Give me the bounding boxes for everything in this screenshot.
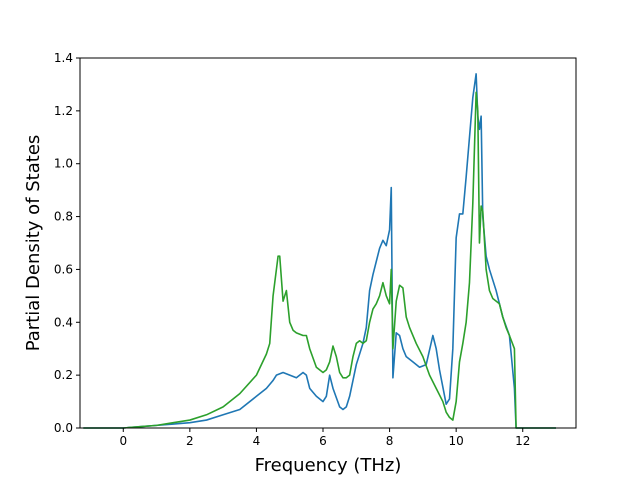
plot-frame — [79, 57, 577, 429]
x-tick-label: 2 — [186, 434, 194, 448]
x-tick-label: 12 — [515, 434, 530, 448]
y-tick-label: 0.8 — [54, 210, 73, 224]
x-tick-label: 8 — [386, 434, 394, 448]
x-axis: 0 2 4 6 8 10 12 — [119, 428, 530, 448]
y-tick-label: 0.0 — [54, 421, 73, 435]
plot-area — [80, 58, 576, 428]
x-axis-label: Frequency (THz) — [255, 455, 402, 476]
y-axis-label: Partial Density of States — [23, 135, 44, 352]
y-tick-label: 1.4 — [54, 51, 73, 65]
x-tick-label: 10 — [449, 434, 464, 448]
y-tick-label: 0.2 — [54, 368, 73, 382]
x-tick-label: 4 — [253, 434, 261, 448]
y-axis: 0.0 0.2 0.4 0.6 0.8 1.0 1.2 1.4 — [54, 51, 80, 435]
series-layer — [83, 73, 557, 429]
x-tick-label: 6 — [319, 434, 327, 448]
x-tick-label: 0 — [119, 434, 127, 448]
series-line-2 — [83, 91, 557, 429]
y-tick-label: 1.2 — [54, 104, 73, 118]
y-tick-label: 0.4 — [54, 315, 73, 329]
y-tick-label: 0.6 — [54, 262, 73, 276]
y-tick-label: 1.0 — [54, 157, 73, 171]
